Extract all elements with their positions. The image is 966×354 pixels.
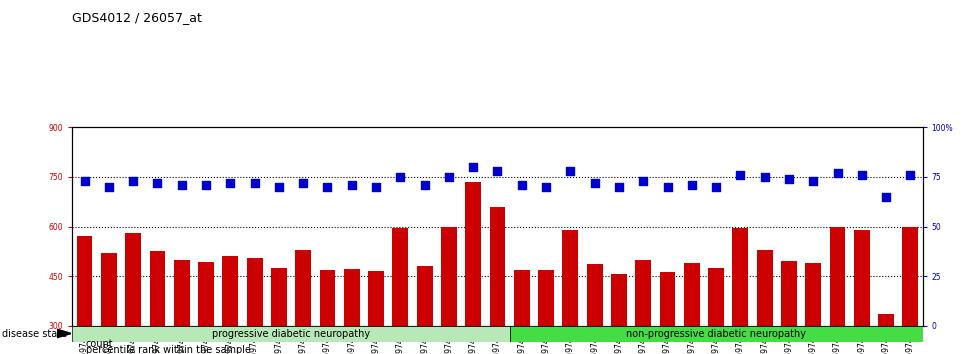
Text: GDS4012 / 26057_at: GDS4012 / 26057_at xyxy=(72,11,202,24)
Bar xyxy=(781,261,797,326)
Point xyxy=(636,178,651,184)
Point xyxy=(684,182,699,188)
Point xyxy=(174,182,189,188)
Bar xyxy=(660,272,675,326)
Text: progressive diabetic neuropathy: progressive diabetic neuropathy xyxy=(212,329,370,339)
Point xyxy=(247,180,263,186)
Point xyxy=(660,184,675,190)
Polygon shape xyxy=(57,329,71,338)
Point xyxy=(514,182,529,188)
Point xyxy=(830,170,845,176)
Bar xyxy=(222,256,239,326)
Bar xyxy=(76,236,93,326)
Bar xyxy=(320,270,335,326)
Bar xyxy=(101,253,117,326)
Point xyxy=(611,184,627,190)
Point xyxy=(757,174,773,180)
Bar xyxy=(806,263,821,326)
Bar xyxy=(562,230,579,326)
Bar xyxy=(830,227,845,326)
Point xyxy=(708,184,724,190)
Bar xyxy=(514,269,529,326)
Bar xyxy=(392,228,409,326)
Point xyxy=(806,178,821,184)
Bar xyxy=(246,258,263,326)
Bar xyxy=(636,259,651,326)
Bar xyxy=(441,227,457,326)
Point xyxy=(781,176,797,182)
Bar xyxy=(510,326,923,342)
Text: non-progressive diabetic neuropathy: non-progressive diabetic neuropathy xyxy=(626,329,806,339)
Bar xyxy=(490,207,505,326)
Bar xyxy=(126,233,141,326)
Point xyxy=(296,180,311,186)
Point xyxy=(902,172,918,178)
Bar xyxy=(756,250,773,326)
Bar xyxy=(72,326,510,342)
Point xyxy=(198,182,213,188)
Bar xyxy=(198,262,213,326)
Point xyxy=(417,182,433,188)
Point xyxy=(441,174,457,180)
Bar xyxy=(271,268,287,326)
Point xyxy=(126,178,141,184)
Bar xyxy=(416,266,433,326)
Point xyxy=(490,168,505,174)
Text: disease state: disease state xyxy=(2,329,67,339)
Point xyxy=(392,174,408,180)
Bar xyxy=(684,263,699,326)
Point xyxy=(732,172,748,178)
Bar xyxy=(586,264,603,326)
Point xyxy=(562,168,578,174)
Point xyxy=(854,172,869,178)
Point xyxy=(878,194,894,200)
Text: count: count xyxy=(86,339,114,349)
Point xyxy=(101,184,117,190)
Bar xyxy=(466,182,481,326)
Point xyxy=(77,178,93,184)
Point xyxy=(344,182,359,188)
Bar xyxy=(732,228,749,326)
Point xyxy=(150,180,165,186)
Point xyxy=(320,184,335,190)
Bar xyxy=(538,270,554,326)
Bar xyxy=(296,250,311,326)
Bar xyxy=(708,268,724,326)
Bar xyxy=(368,271,384,326)
Bar xyxy=(902,227,919,326)
Text: percentile rank within the sample: percentile rank within the sample xyxy=(86,345,251,354)
Bar xyxy=(854,230,869,326)
Point xyxy=(466,164,481,170)
Point xyxy=(368,184,384,190)
Point xyxy=(271,184,287,190)
Bar xyxy=(344,269,359,326)
Point xyxy=(587,180,603,186)
Bar xyxy=(174,260,189,326)
Point xyxy=(538,184,554,190)
Point xyxy=(222,180,238,186)
Bar xyxy=(878,314,894,326)
Bar xyxy=(150,251,165,326)
Bar xyxy=(611,274,627,326)
